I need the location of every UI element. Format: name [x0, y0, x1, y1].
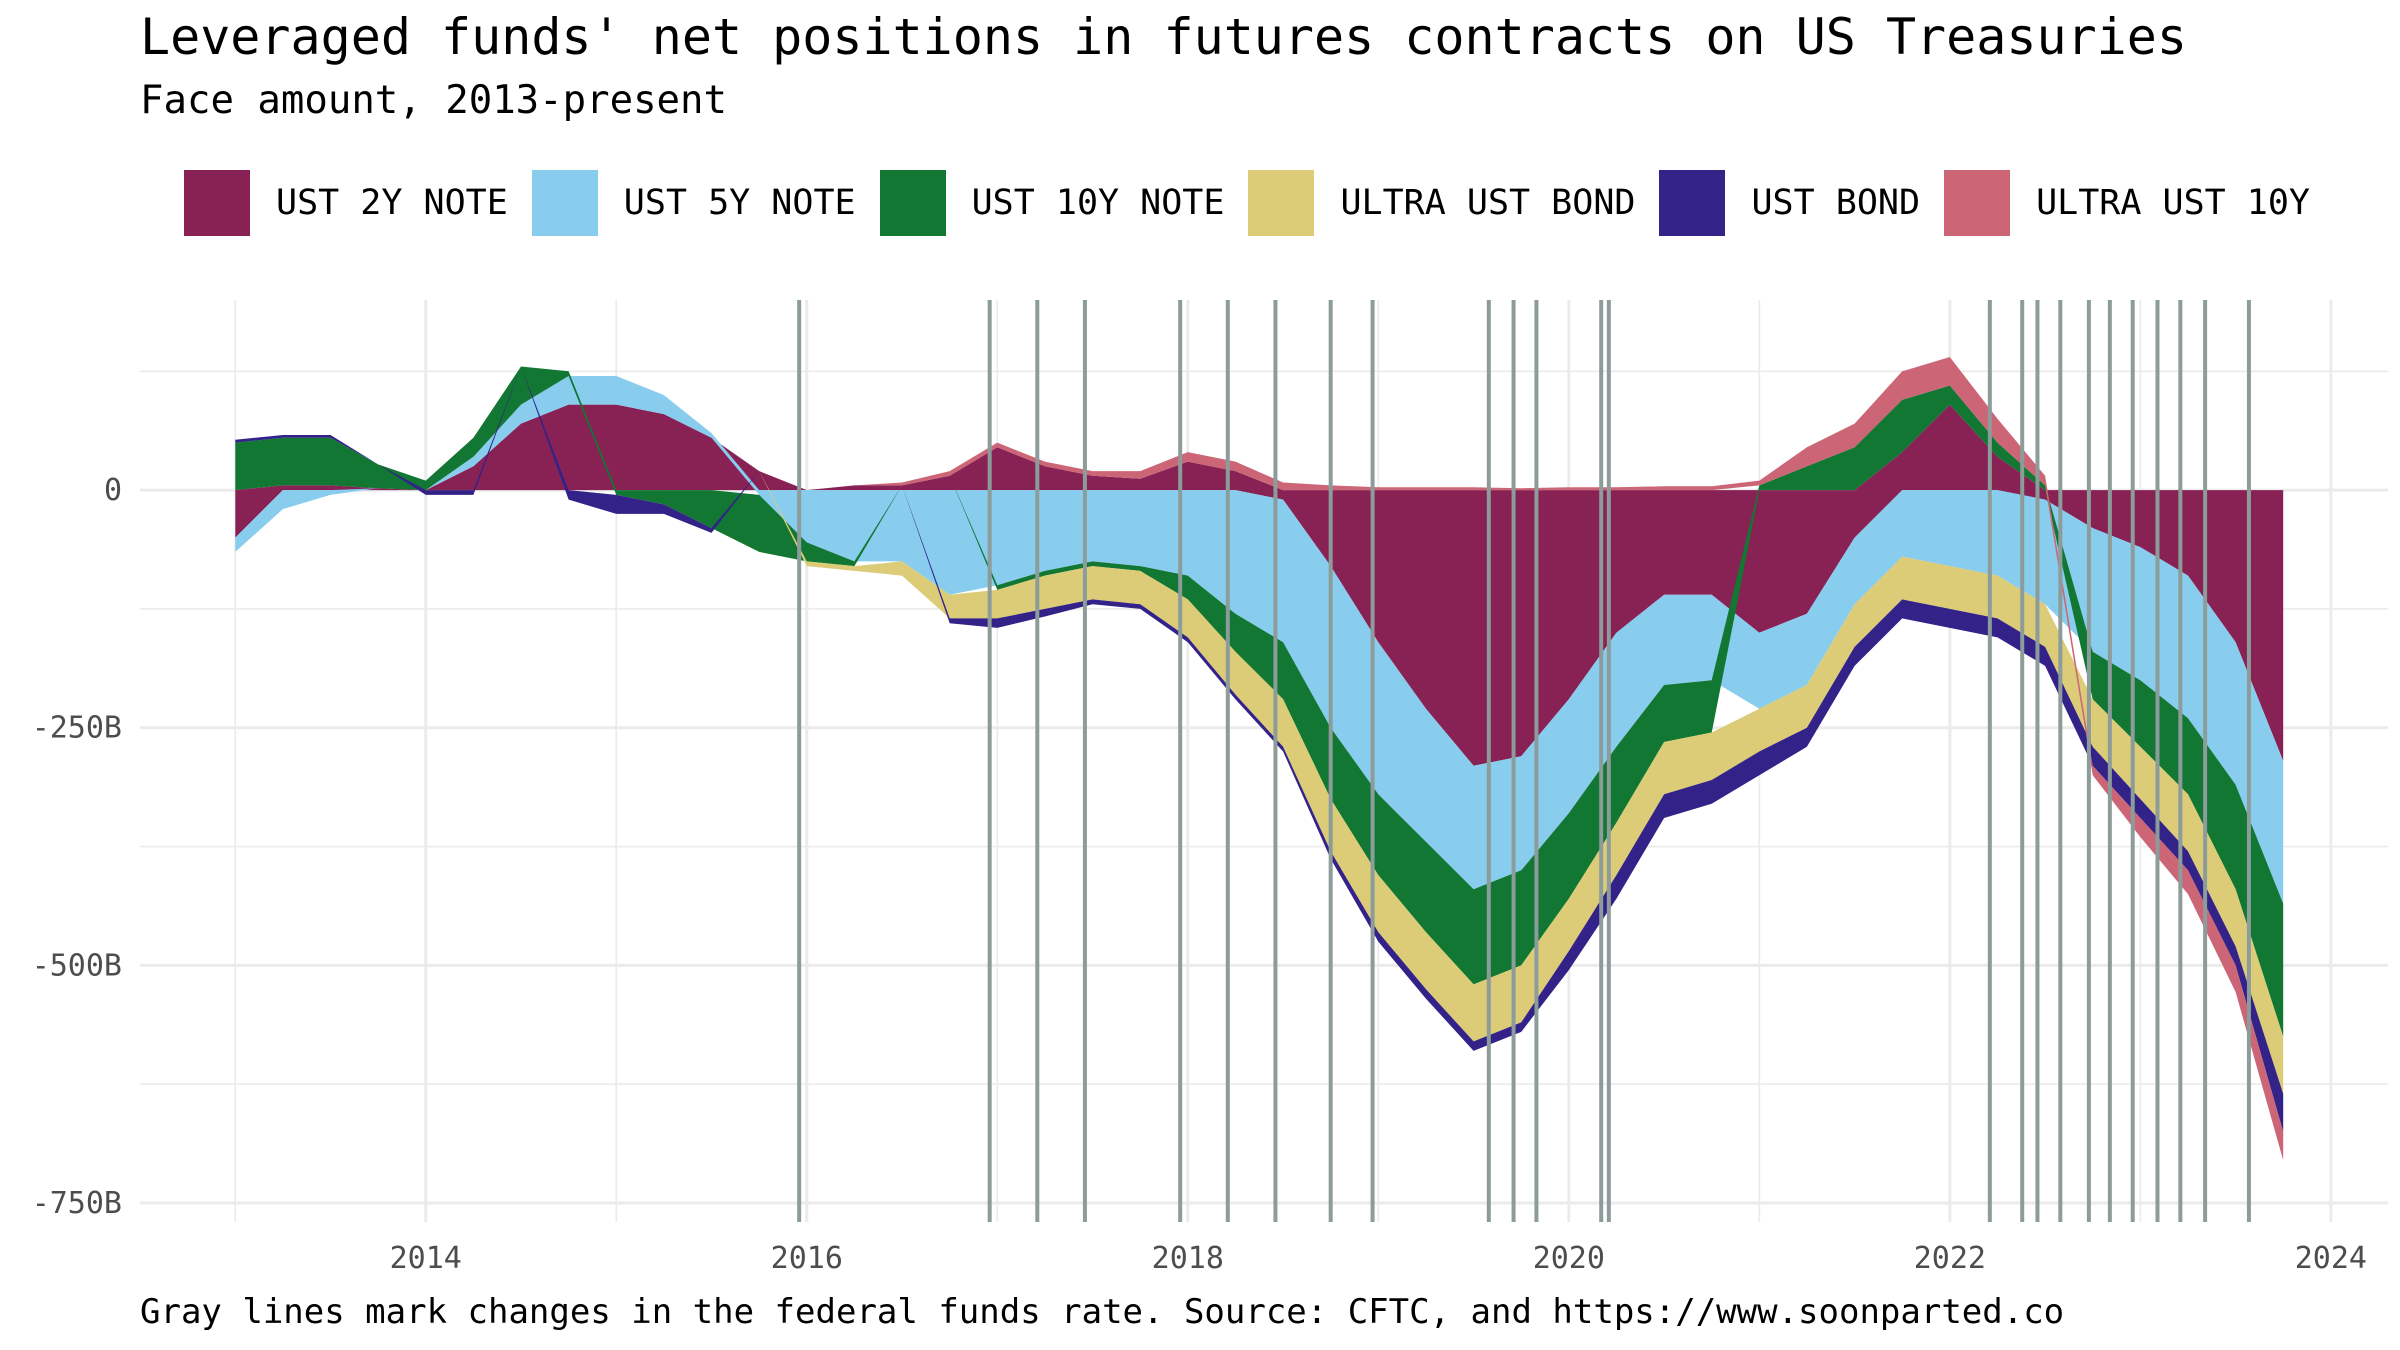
legend-label: UST BOND	[1751, 183, 1921, 223]
legend-item: ULTRA UST BOND	[1248, 170, 1635, 236]
y-tick-label: -500B	[32, 948, 122, 983]
legend-label: UST 10Y NOTE	[971, 183, 1225, 223]
rate-change-lines	[797, 300, 2251, 1222]
legend-swatch	[879, 170, 946, 236]
legend-swatch	[1248, 170, 1315, 236]
x-tick-label: 2024	[2295, 1241, 2367, 1276]
y-tick-label: -250B	[32, 711, 122, 746]
legend-label: UST 2Y NOTE	[276, 183, 508, 223]
chart-caption: Gray lines mark changes in the federal f…	[140, 1292, 2065, 1332]
legend-item: UST 5Y NOTE	[531, 170, 856, 236]
x-tick-label: 2020	[1533, 1241, 1605, 1276]
legend-label: ULTRA UST 10Y	[2036, 183, 2310, 223]
legend-swatch	[184, 170, 250, 236]
x-tick-label: 2018	[1152, 1241, 1224, 1276]
chart-subtitle: Face amount, 2013-present	[140, 78, 727, 123]
legend-item: UST BOND	[1659, 170, 1920, 236]
legend: UST 2Y NOTE UST 5Y NOTE UST 10Y NOTE ULTRA …	[184, 168, 2334, 238]
legend-swatch	[531, 170, 598, 236]
y-tick-label: -750B	[32, 1186, 122, 1221]
axis-labels: 0 -250B -500B -750B 2014 2016 2018 2020 2022 2024	[32, 473, 2367, 1276]
legend-item: UST 10Y NOTE	[879, 170, 1225, 236]
legend-swatch	[1659, 170, 1726, 236]
legend-swatch	[1944, 170, 2011, 236]
legend-label: ULTRA UST BOND	[1340, 183, 1636, 223]
x-tick-label: 2014	[390, 1241, 462, 1276]
stacked-areas	[235, 357, 2284, 1161]
area-series	[235, 366, 2284, 1037]
chart-title: Leveraged funds' net positions in future…	[140, 8, 2187, 66]
legend-item: UST 2Y NOTE	[184, 170, 508, 236]
x-tick-label: 2016	[771, 1241, 843, 1276]
y-tick-label: 0	[104, 473, 122, 508]
area-series	[235, 404, 2284, 766]
legend-item: ULTRA UST 10Y	[1944, 170, 2310, 236]
x-tick-label: 2022	[1914, 1241, 1986, 1276]
legend-label: UST 5Y NOTE	[623, 183, 856, 223]
